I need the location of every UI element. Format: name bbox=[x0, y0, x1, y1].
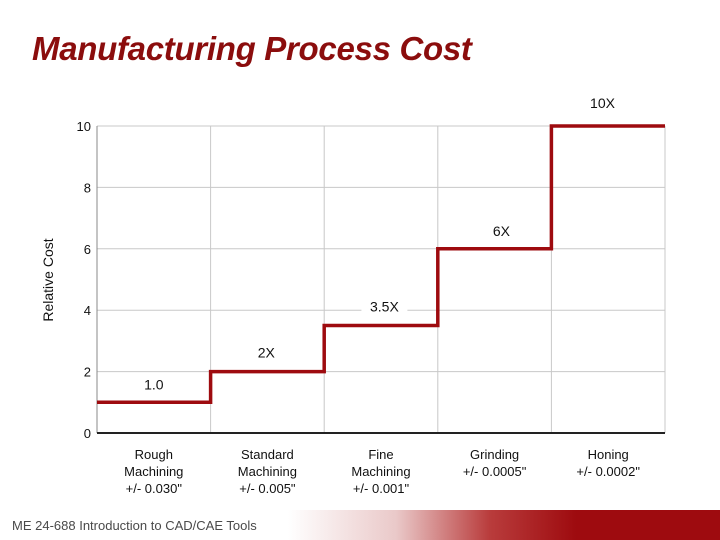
y-tick-label: 4 bbox=[84, 303, 91, 318]
x-category-label: Rough Machining +/- 0.030" bbox=[124, 447, 183, 496]
cost-step-series bbox=[97, 124, 665, 405]
data-label: 10X bbox=[590, 95, 616, 111]
footer-gradient bbox=[0, 510, 720, 540]
grid-lines bbox=[97, 125, 666, 433]
tick-labels: 0 2 4 6 8 10 Rough Machining +/- 0.030" Standard M… bbox=[77, 119, 641, 496]
data-label-backing bbox=[361, 297, 408, 317]
y-tick-label: 2 bbox=[84, 365, 91, 380]
footer-band: ME 24-688 Introduction to CAD/CAE Tools bbox=[0, 510, 720, 540]
axes bbox=[96, 126, 665, 434]
data-label: 1.0 bbox=[144, 376, 164, 392]
data-label: 3.5X bbox=[370, 299, 399, 315]
data-label: 6X bbox=[493, 223, 511, 239]
data-label-backing bbox=[135, 375, 173, 395]
x-category-label: Grinding +/- 0.0005" bbox=[463, 447, 527, 479]
y-tick-label: 6 bbox=[84, 242, 91, 257]
data-label-backing bbox=[487, 221, 516, 241]
slide-title: Manufacturing Process Cost bbox=[32, 30, 472, 67]
x-category-label: Fine Machining +/- 0.001" bbox=[351, 447, 410, 496]
data-label: 2X bbox=[258, 345, 276, 361]
x-category-label: Standard Machining +/- 0.005" bbox=[238, 447, 297, 496]
y-tick-label: 8 bbox=[84, 180, 91, 195]
y-tick-label: 0 bbox=[84, 426, 91, 441]
data-label-backing bbox=[252, 343, 281, 363]
x-category-label: Honing +/- 0.0002" bbox=[576, 447, 640, 479]
cost-step-line bbox=[97, 124, 665, 405]
data-label-backing bbox=[584, 94, 622, 113]
y-axis-label: Relative Cost bbox=[40, 238, 56, 321]
footer-course-label: ME 24-688 Introduction to CAD/CAE Tools bbox=[12, 518, 257, 533]
cost-step-chart: 1.0 2X 3.5X 6X 10X 0 2 4 6 8 10 Rough Machining +/- … bbox=[40, 94, 666, 496]
y-tick-label: 10 bbox=[77, 119, 91, 134]
data-labels: 1.0 2X 3.5X 6X 10X bbox=[135, 94, 622, 395]
